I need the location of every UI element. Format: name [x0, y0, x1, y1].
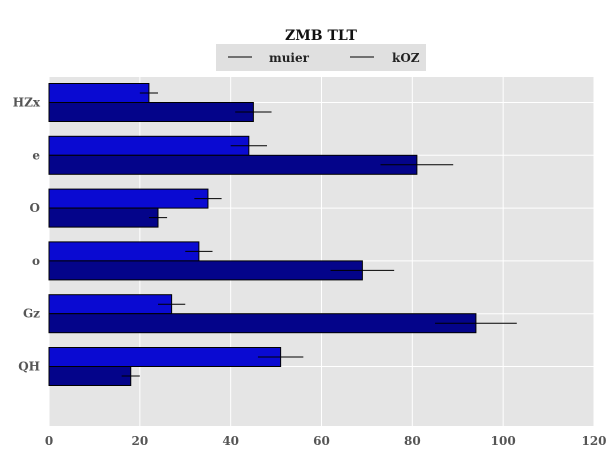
y-tick-label: QH: [18, 360, 40, 374]
y-tick-label: O: [30, 201, 40, 215]
bar-muier-o: [48, 241, 200, 262]
chart-title: ZMB TLT: [285, 28, 358, 44]
bar-muier-HZx: [48, 83, 150, 103]
bar-muier-QH: [48, 347, 282, 367]
legend-label-muier: muier: [269, 51, 310, 65]
x-tick-label: 60: [313, 434, 330, 448]
bar-muier-e: [48, 135, 250, 156]
x-tick-label: 120: [581, 434, 606, 448]
bar-kOZ-QH: [48, 366, 132, 386]
legend: muier kOZ: [216, 44, 426, 71]
bar-kOZ-o: [48, 260, 363, 281]
bar-kOZ-Gz: [48, 313, 477, 334]
x-tick-label: 100: [491, 434, 516, 448]
y-tick-label: e: [32, 148, 40, 162]
y-tick-label: o: [32, 254, 40, 268]
bar-kOZ-O: [48, 207, 159, 228]
x-tick-label: 80: [404, 434, 421, 448]
bars: [48, 83, 477, 386]
bar-kOZ-e: [48, 154, 418, 175]
x-tick-label: 40: [222, 434, 239, 448]
y-tick-label: HZx: [13, 96, 41, 110]
bar-muier-Gz: [48, 294, 173, 315]
y-tick-labels: HZx e Oo Gz QH: [13, 96, 41, 374]
bar-muier-O: [48, 188, 209, 209]
y-tick-label: Gz: [23, 307, 40, 321]
legend-label-koz: kOZ: [392, 51, 420, 65]
x-tick-label: 0: [45, 434, 53, 448]
bar-kOZ-HZx: [48, 102, 254, 122]
error-bars: [121, 92, 517, 377]
x-tick-labels: 0 20 40 60 80 100 120: [45, 434, 607, 448]
x-tick-label: 20: [131, 434, 148, 448]
